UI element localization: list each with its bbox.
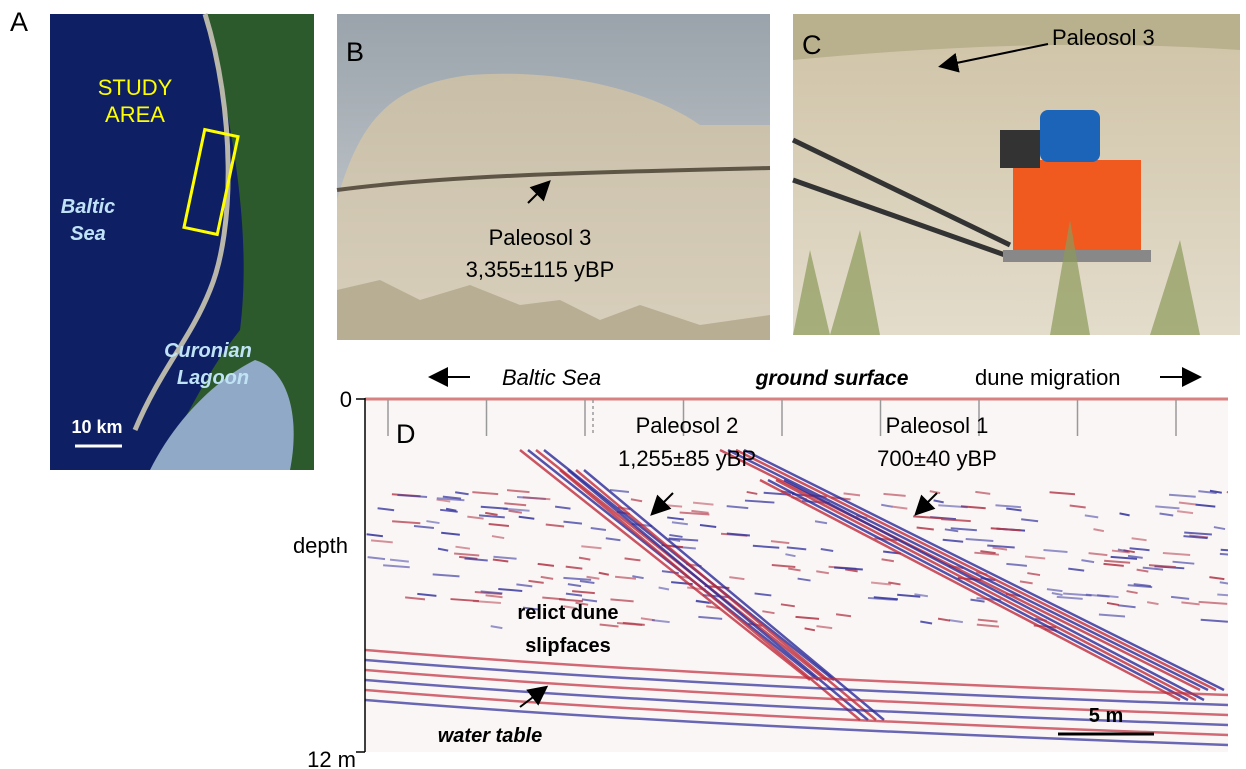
control-unit	[1000, 130, 1040, 168]
direction-label: Baltic Sea	[502, 365, 601, 390]
panel-c: C Paleosol 3	[793, 14, 1240, 335]
surface-label: ground surface	[755, 367, 909, 390]
panel-label: D	[396, 419, 416, 449]
paleosol-label: Paleosol 3	[489, 225, 592, 250]
slipface-label: slipfaces	[525, 635, 611, 657]
panel-a: A STUDY AREA Baltic Sea Curonian Lagoon …	[10, 7, 314, 470]
panel-b: B Paleosol 3 3,355±115 yBP	[337, 14, 770, 340]
water-table-label: water table	[438, 725, 542, 747]
sea-label: Baltic	[61, 196, 115, 218]
panel-label: A	[10, 7, 28, 37]
control-unit	[1040, 110, 1100, 162]
depth-top: 0	[340, 387, 352, 412]
paleosol-label: Paleosol 1	[886, 413, 989, 438]
slipface-label: relict dune	[517, 602, 618, 624]
depth-bottom: 12 m	[307, 747, 356, 769]
paleosol-label: Paleosol 2	[636, 413, 739, 438]
scale-label: 5 m	[1089, 705, 1123, 727]
age-label: 1,255±85 yBP	[618, 446, 756, 471]
sea-label: Sea	[70, 223, 106, 245]
paleosol-label: Paleosol 3	[1052, 25, 1155, 50]
age-label: 3,355±115 yBP	[466, 257, 615, 282]
study-area-label: AREA	[105, 102, 165, 127]
sled	[1003, 250, 1151, 262]
panel-label: B	[346, 37, 364, 67]
panel-d: Baltic Sea ground surface dune migration…	[293, 365, 1246, 769]
gpr-unit	[1013, 160, 1141, 250]
study-area-label: STUDY	[98, 75, 173, 100]
lagoon-label: Curonian	[164, 340, 252, 362]
direction-label: dune migration	[975, 365, 1121, 390]
lagoon-label: Lagoon	[177, 367, 249, 389]
depth-label: depth	[293, 533, 348, 558]
figure: A STUDY AREA Baltic Sea Curonian Lagoon …	[0, 0, 1246, 769]
age-label: 700±40 yBP	[877, 446, 997, 471]
reflector	[1227, 492, 1237, 494]
panel-label: C	[802, 30, 822, 60]
scale-label: 10 km	[71, 417, 122, 437]
